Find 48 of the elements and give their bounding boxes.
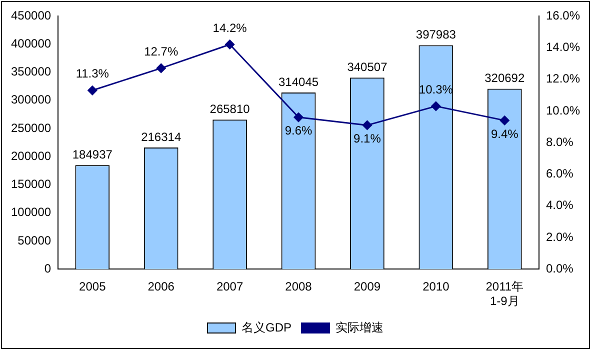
x-tick-label: 2005 [79, 280, 106, 294]
data-label: 314045 [278, 74, 319, 89]
x-tick-label: 2007 [216, 280, 244, 294]
y2-tick-label: 12.0% [546, 72, 580, 86]
y-tick-label: 350000 [10, 64, 52, 79]
data-label: 12.7% [144, 44, 178, 59]
y-tick-label: 200000 [10, 148, 52, 163]
data-label: 11.3% [76, 66, 110, 81]
y-tick-label: 50000 [18, 233, 52, 248]
point [294, 112, 304, 122]
y-tick-label: 100000 [10, 205, 52, 220]
point [431, 101, 441, 111]
data-label: 9.4% [490, 126, 519, 141]
data-label: 397983 [416, 28, 456, 42]
y-tick-label: 400000 [10, 36, 52, 50]
y2-tick-label: 8.0% [546, 134, 574, 149]
y2-tick-label: 6.0% [546, 166, 574, 181]
y2-tick-label: 0.0% [546, 262, 574, 276]
y-tick-label: 250000 [10, 120, 52, 135]
data-label: 9.6% [284, 124, 313, 138]
data-label: 14.2% [212, 20, 248, 35]
point [225, 40, 235, 50]
y-tick-label: 0 [44, 262, 52, 276]
y2-tick-label: 4.0% [546, 198, 574, 212]
point [156, 63, 166, 73]
point [362, 120, 372, 130]
y-tick-label: 300000 [10, 92, 52, 107]
x-tick-label: 2010 [422, 280, 450, 294]
y2-tick-label: 10.0% [546, 103, 580, 118]
legend-label: 实际增速 [336, 320, 384, 334]
y2-tick-label: 2.0% [546, 230, 574, 244]
x-tick-label: 2008 [285, 280, 312, 294]
x-tick-label: 2006 [148, 280, 175, 294]
x-tick-label: 2011年 1-9月 [486, 280, 524, 308]
y2-tick-label: 16.0% [546, 8, 580, 22]
y-tick-label: 150000 [10, 177, 52, 192]
data-label: 265810 [210, 102, 250, 116]
data-label: 184937 [72, 147, 113, 162]
point [88, 86, 98, 96]
data-label: 9.1% [354, 132, 382, 146]
point [500, 116, 510, 126]
data-label: 216314 [141, 130, 182, 144]
legend-label: 名义GDP [242, 320, 292, 334]
x-tick-label: 2009 [354, 280, 381, 294]
y-tick-label: 450000 [10, 8, 52, 22]
data-label: 340507 [347, 60, 388, 74]
data-label: 320692 [484, 71, 525, 86]
y2-tick-label: 14.0% [546, 40, 580, 54]
